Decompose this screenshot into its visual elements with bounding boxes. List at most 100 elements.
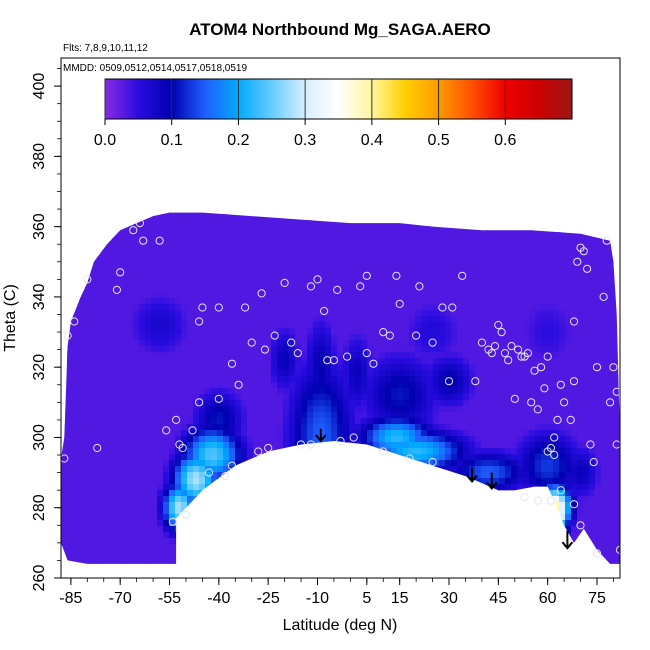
heatmap-cell bbox=[115, 424, 122, 431]
heatmap-cell bbox=[343, 436, 350, 443]
heatmap-cell bbox=[223, 394, 230, 401]
heatmap-cell bbox=[67, 226, 74, 233]
heatmap-cell bbox=[187, 520, 194, 527]
heatmap-cell bbox=[121, 268, 128, 275]
heatmap-cell bbox=[193, 136, 200, 143]
heatmap-cell bbox=[85, 340, 92, 347]
heatmap-cell bbox=[379, 466, 386, 473]
heatmap-cell bbox=[283, 394, 290, 401]
heatmap-cell bbox=[343, 544, 350, 551]
heatmap-cell bbox=[115, 262, 122, 269]
heatmap-cell bbox=[127, 478, 134, 485]
heatmap-cell bbox=[73, 340, 80, 347]
heatmap-cell bbox=[127, 286, 134, 293]
heatmap-cell bbox=[355, 328, 362, 335]
heatmap-cell bbox=[343, 508, 350, 515]
heatmap-cell bbox=[79, 376, 86, 383]
heatmap-cell bbox=[343, 268, 350, 275]
heatmap-cell bbox=[217, 454, 224, 461]
heatmap-cell bbox=[379, 334, 386, 341]
heatmap-cell bbox=[265, 562, 272, 564]
heatmap-cell bbox=[193, 436, 200, 443]
heatmap-cell bbox=[175, 460, 182, 467]
heatmap-cell bbox=[289, 448, 296, 455]
heatmap-cell bbox=[301, 472, 308, 479]
heatmap-cell bbox=[163, 538, 170, 545]
heatmap-cell bbox=[79, 406, 86, 413]
heatmap-cell bbox=[379, 370, 386, 377]
heatmap-cell bbox=[271, 160, 278, 167]
heatmap-cell bbox=[373, 472, 380, 479]
heatmap-cell bbox=[67, 556, 74, 563]
heatmap-cell bbox=[295, 232, 302, 239]
heatmap-cell bbox=[223, 544, 230, 551]
heatmap-cell bbox=[343, 70, 350, 77]
heatmap-cell bbox=[91, 358, 98, 365]
heatmap-cell bbox=[271, 466, 278, 473]
heatmap-cell bbox=[199, 364, 206, 371]
heatmap-cell bbox=[121, 412, 128, 419]
heatmap-cell bbox=[79, 466, 86, 473]
heatmap-cell bbox=[85, 202, 92, 209]
heatmap-cell bbox=[325, 532, 332, 539]
heatmap-cell bbox=[259, 292, 266, 299]
heatmap-cell bbox=[295, 508, 302, 515]
heatmap-cell bbox=[241, 538, 248, 545]
heatmap-cell bbox=[223, 442, 230, 449]
heatmap-cell bbox=[289, 238, 296, 245]
heatmap-cell bbox=[253, 370, 260, 377]
heatmap-cell bbox=[319, 484, 326, 491]
heatmap-cell bbox=[133, 388, 140, 395]
heatmap-cell bbox=[151, 214, 158, 221]
heatmap-cell bbox=[373, 526, 380, 533]
heatmap-cell bbox=[187, 214, 194, 221]
heatmap-cell bbox=[355, 514, 362, 521]
heatmap-cell bbox=[193, 532, 200, 539]
heatmap-cell bbox=[361, 466, 368, 473]
heatmap-cell bbox=[343, 220, 350, 227]
heatmap-cell bbox=[271, 478, 278, 485]
heatmap-cell bbox=[199, 442, 206, 449]
heatmap-cell bbox=[145, 262, 152, 269]
heatmap-cell bbox=[391, 154, 398, 161]
heatmap-cell bbox=[355, 250, 362, 257]
heatmap-cell bbox=[349, 262, 356, 269]
heatmap-cell bbox=[361, 250, 368, 257]
heatmap-cell bbox=[217, 514, 224, 521]
heatmap-cell bbox=[313, 310, 320, 317]
heatmap-cell bbox=[361, 310, 368, 317]
heatmap-cell bbox=[241, 502, 248, 509]
heatmap-cell bbox=[319, 172, 326, 179]
heatmap-cell bbox=[253, 430, 260, 437]
heatmap-cell bbox=[139, 568, 146, 575]
heatmap-cell bbox=[241, 400, 248, 407]
heatmap-cell bbox=[79, 490, 86, 497]
heatmap-cell bbox=[349, 394, 356, 401]
heatmap-cell bbox=[361, 550, 368, 557]
heatmap-cell bbox=[67, 550, 74, 557]
heatmap-cell bbox=[253, 544, 260, 551]
heatmap-cell bbox=[199, 358, 206, 365]
heatmap-cell bbox=[307, 490, 314, 497]
heatmap-cell bbox=[355, 256, 362, 263]
heatmap-cell bbox=[175, 172, 182, 179]
heatmap-cell bbox=[319, 388, 326, 395]
heatmap-cell bbox=[229, 166, 236, 173]
heatmap-cell bbox=[319, 190, 326, 197]
heatmap-cell bbox=[85, 364, 92, 371]
heatmap-cell bbox=[307, 268, 314, 275]
heatmap-cell bbox=[181, 364, 188, 371]
heatmap-cell bbox=[187, 484, 194, 491]
heatmap-cell bbox=[349, 340, 356, 347]
heatmap-cell bbox=[289, 232, 296, 239]
heatmap-cell bbox=[307, 526, 314, 533]
heatmap-cell bbox=[397, 280, 404, 287]
heatmap-cell bbox=[235, 520, 242, 527]
heatmap-cell bbox=[217, 484, 224, 491]
heatmap-cell bbox=[265, 496, 272, 503]
heatmap-cell bbox=[373, 334, 380, 341]
heatmap-cell bbox=[139, 286, 146, 293]
heatmap-cell bbox=[115, 400, 122, 407]
heatmap-cell bbox=[73, 442, 80, 449]
heatmap-cell bbox=[181, 388, 188, 395]
